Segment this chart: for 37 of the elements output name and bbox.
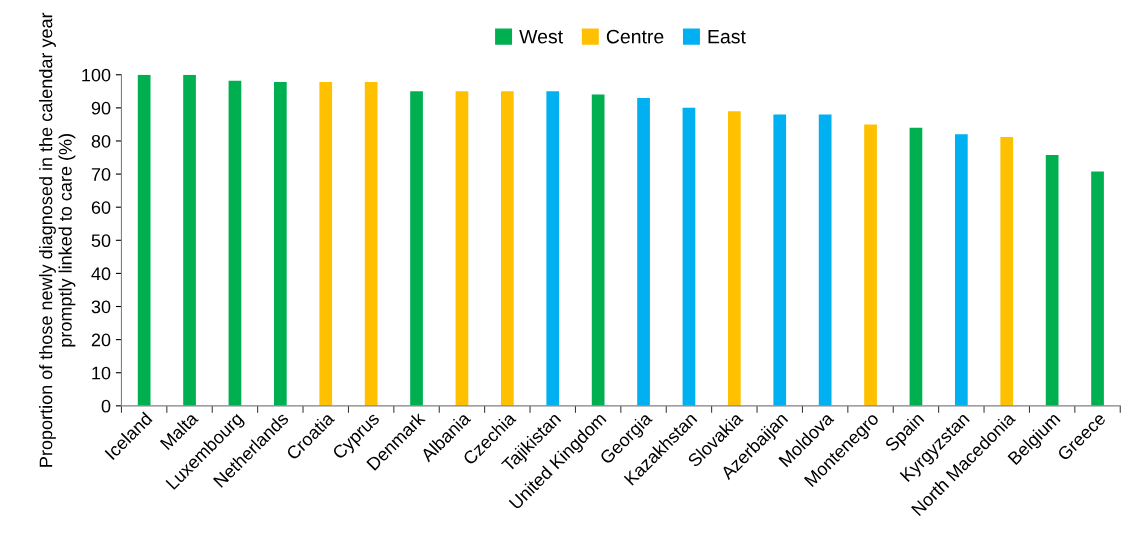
bar (546, 91, 560, 406)
y-axis-title: Proportion of those newly diagnosed in the calendar year promptly linked to care (%) (39, 12, 76, 467)
legend-label: West (519, 29, 563, 44)
bar (137, 74, 151, 406)
bar (1091, 171, 1104, 406)
bar (319, 82, 333, 406)
y-tick-label: 80 (91, 134, 111, 148)
y-tick-label: 20 (91, 333, 111, 347)
bar (1000, 137, 1014, 406)
bar (818, 114, 832, 406)
y-tick-label: 30 (91, 300, 111, 314)
y-tick-label: 10 (92, 366, 111, 380)
legend-label: Centre (606, 29, 664, 44)
bar (727, 111, 741, 406)
y-tick-label: 100 (82, 68, 111, 82)
bar (909, 127, 923, 406)
bar (183, 74, 196, 406)
y-tick-label: 40 (91, 267, 111, 281)
bar (954, 134, 968, 406)
y-tick-label: 0 (101, 399, 111, 413)
legend-label: East (708, 29, 746, 44)
bar (864, 124, 877, 406)
bar (591, 94, 605, 406)
y-tick-label: 70 (91, 168, 111, 181)
bar (682, 107, 696, 406)
bar (228, 80, 242, 406)
bar (773, 114, 787, 406)
bar (500, 91, 514, 406)
y-tick-label: 90 (91, 101, 111, 115)
bar (637, 97, 650, 406)
y-tick-label: 50 (91, 234, 111, 248)
bar (455, 91, 469, 406)
bar (1045, 154, 1059, 406)
bar (410, 91, 423, 406)
y-tick-label: 60 (91, 201, 111, 214)
bar (273, 82, 287, 406)
bar (364, 82, 378, 406)
